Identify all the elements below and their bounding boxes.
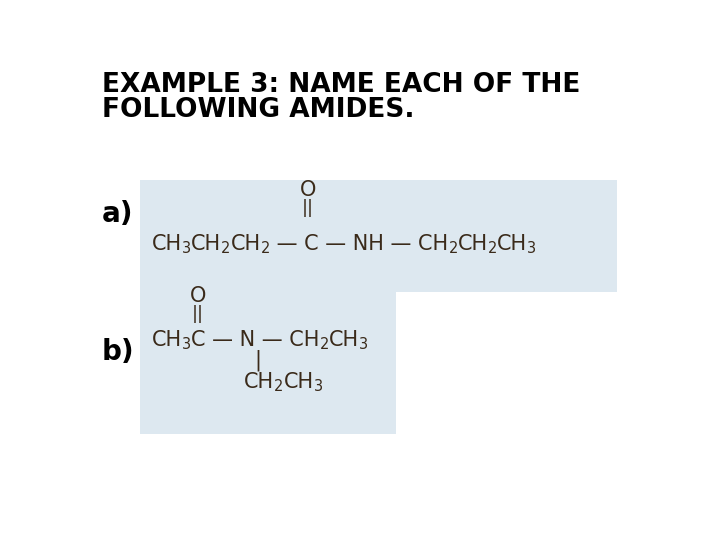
Text: C — N — CH: C — N — CH	[192, 330, 320, 350]
Bar	[140, 292, 396, 434]
Text: 3: 3	[314, 379, 323, 394]
Text: |: |	[254, 349, 261, 370]
Bar	[140, 180, 617, 292]
Text: FOLLOWING AMIDES.: FOLLOWING AMIDES.	[102, 97, 414, 123]
Text: — C — NH — CH: — C — NH — CH	[270, 234, 449, 254]
Text: O: O	[189, 286, 206, 306]
Text: 2: 2	[261, 241, 270, 255]
Text: 2: 2	[449, 241, 458, 255]
Text: CH: CH	[498, 234, 527, 254]
Text: 2: 2	[274, 379, 284, 394]
Text: CH: CH	[244, 372, 274, 392]
Text: CH: CH	[192, 234, 221, 254]
Text: CH: CH	[458, 234, 488, 254]
Text: CH: CH	[284, 372, 314, 392]
Text: a): a)	[102, 200, 133, 227]
Text: CH: CH	[152, 234, 182, 254]
Text: 3: 3	[182, 337, 192, 352]
Text: CH: CH	[152, 330, 182, 350]
Text: 2: 2	[320, 337, 329, 352]
Text: CH: CH	[329, 330, 359, 350]
Text: 2: 2	[221, 241, 230, 255]
Text: ||: ||	[192, 305, 204, 323]
Text: EXAMPLE 3: NAME EACH OF THE: EXAMPLE 3: NAME EACH OF THE	[102, 72, 580, 98]
Text: b): b)	[102, 338, 134, 366]
Text: 3: 3	[182, 241, 192, 255]
Text: 3: 3	[527, 241, 536, 255]
Text: ||: ||	[302, 199, 314, 218]
Text: 3: 3	[359, 337, 368, 352]
Text: O: O	[300, 180, 316, 200]
Text: 2: 2	[488, 241, 498, 255]
Text: CH: CH	[230, 234, 261, 254]
